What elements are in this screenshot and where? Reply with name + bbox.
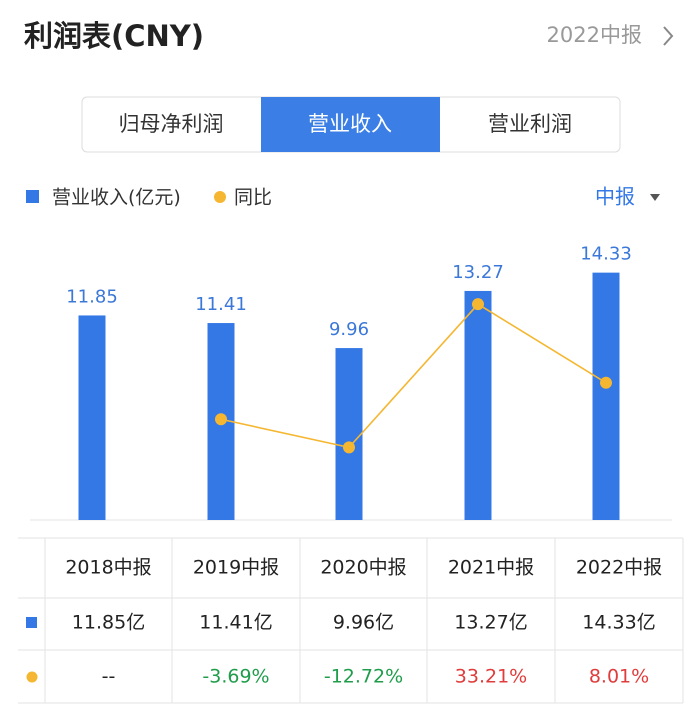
bar-value-label: 13.27 (452, 262, 504, 283)
tab[interactable]: 营业收入 (308, 112, 392, 136)
bar-value-label: 11.41 (195, 294, 247, 315)
bar-value-label: 9.96 (329, 319, 369, 340)
report-period[interactable]: 2022中报 (547, 23, 642, 47)
table-header-cell: 2021中报 (448, 557, 534, 579)
bar (464, 290, 492, 520)
legend-label: 同比 (234, 187, 272, 209)
bar (592, 272, 620, 520)
table-header-cell: 2022中报 (576, 557, 662, 579)
table-header-cell: 2019中报 (193, 557, 279, 579)
yoy-point (472, 298, 484, 311)
table-cell: 11.85亿 (72, 612, 145, 634)
bar (78, 315, 106, 520)
dropdown-arrow[interactable] (650, 194, 660, 201)
yoy-line (220, 303, 607, 449)
yoy-point (343, 441, 355, 454)
table-cell: -12.72% (324, 666, 403, 688)
yoy-point (600, 376, 612, 389)
table-cell: 8.01% (589, 666, 649, 688)
active-tab (261, 97, 440, 152)
bar-value-label: 14.33 (580, 244, 632, 265)
bar-value-label: 11.85 (66, 286, 118, 307)
row-icon-line (26, 671, 38, 683)
tab[interactable]: 归母净利润 (119, 112, 224, 136)
table-cell: 11.41亿 (199, 612, 272, 634)
table-cell: -- (102, 666, 116, 688)
table-cell: -3.69% (202, 666, 269, 688)
table-header-cell: 2020中报 (320, 557, 406, 579)
legend-line-icon (214, 191, 226, 203)
tab[interactable]: 营业利润 (488, 112, 572, 136)
table (18, 537, 683, 704)
row-icon-bar (26, 617, 37, 628)
table-cell: 14.33亿 (582, 612, 655, 634)
table-cell: 9.96亿 (333, 612, 394, 634)
legend-label: 营业收入(亿元) (52, 187, 181, 209)
legend-bar-icon (26, 190, 39, 203)
bar (335, 348, 363, 520)
page-title: 利润表(CNY) (24, 19, 204, 53)
yoy-point (215, 413, 227, 426)
table-cell: 33.21% (455, 666, 527, 688)
table-cell: 13.27亿 (454, 612, 527, 634)
table-header-cell: 2018中报 (65, 557, 151, 579)
chevron-icon[interactable] (663, 26, 674, 46)
period-selector[interactable]: 中报 (595, 185, 635, 209)
